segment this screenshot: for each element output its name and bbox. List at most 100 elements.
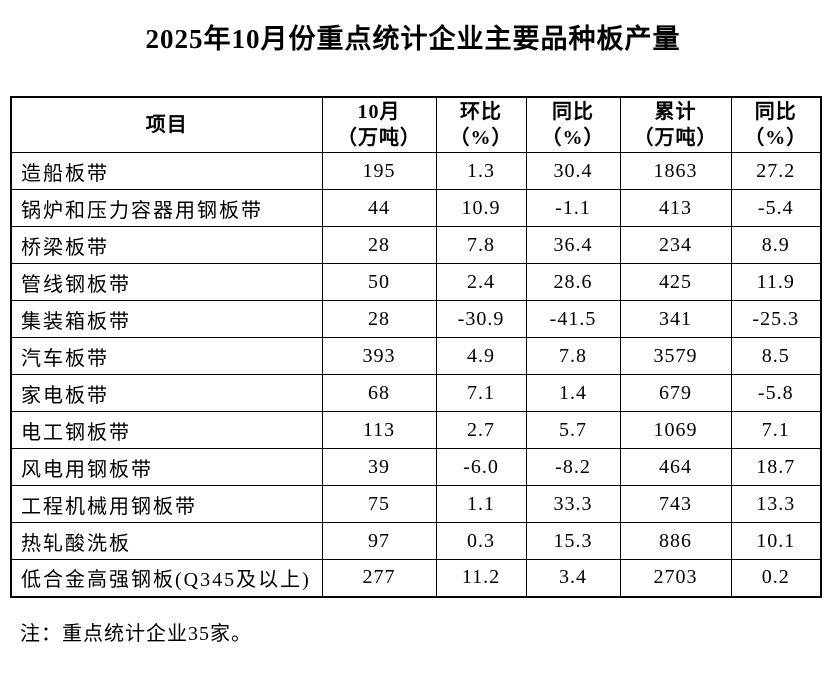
row-value: 7.8 [435,226,527,264]
row-value: 7.8 [525,337,621,375]
column-header-line: （%） [744,127,808,149]
row-value: 0.3 [435,522,527,560]
row-label: 热轧酸洗板 [10,522,323,560]
row-value: 7.1 [730,411,822,449]
row-value: 2703 [619,559,732,597]
row-value: 886 [619,522,732,560]
row-value: 413 [619,189,732,227]
table-row: 低合金高强钢板(Q345及以上) 277 11.2 3.4 2703 0.2 [10,559,822,597]
column-header-cumulative: 累计 （万吨） [619,96,732,153]
row-label: 工程机械用钢板带 [10,485,323,523]
row-value: 8.9 [730,226,822,264]
column-header-october-volume: 10月 （万吨） [321,96,437,153]
row-value: 1.1 [435,485,527,523]
row-label: 管线钢板带 [10,263,323,301]
row-label: 锅炉和压力容器用钢板带 [10,189,323,227]
row-label: 集装箱板带 [10,300,323,338]
column-header-line: 累计 [654,101,697,123]
row-value: 277 [321,559,437,597]
column-header-line: （万吨） [633,127,718,149]
row-value: 234 [619,226,732,264]
row-value: 39 [321,448,437,486]
column-header-line: （万吨） [337,127,421,149]
row-value: -41.5 [525,300,621,338]
row-value: 1069 [619,411,732,449]
row-value: 393 [321,337,437,375]
row-value: 1.4 [525,374,621,412]
row-label: 桥梁板带 [10,226,323,264]
table-row: 桥梁板带 28 7.8 36.4 234 8.9 [10,226,822,264]
production-table: 项目 10月 （万吨） 环比 （%） 同比 （%） 累计 （万吨） 同比 （%） 造船板带 195 1.… [10,96,822,598]
row-label: 汽车板带 [10,337,323,375]
table-row: 汽车板带 393 4.9 7.8 3579 8.5 [10,337,822,375]
table-row: 电工钢板带 113 2.7 5.7 1069 7.1 [10,411,822,449]
row-value: 8.5 [730,337,822,375]
row-value: -5.4 [730,189,822,227]
row-value: 28 [321,226,437,264]
row-value: 3.4 [525,559,621,597]
column-header-yoy-percent: 同比 （%） [525,96,621,153]
table-row: 造船板带 195 1.3 30.4 1863 27.2 [10,152,822,190]
row-value: 341 [619,300,732,338]
column-header-line: 同比 [552,101,594,123]
page-title: 2025年10月份重点统计企业主要品种板产量 [145,24,681,54]
row-value: 3579 [619,337,732,375]
row-value: -5.8 [730,374,822,412]
row-value: 10.1 [730,522,822,560]
column-header-item: 项目 [10,96,323,153]
table-row: 锅炉和压力容器用钢板带 44 10.9 -1.1 413 -5.4 [10,189,822,227]
row-value: 1863 [619,152,732,190]
row-label: 家电板带 [10,374,323,412]
row-value: 27.2 [730,152,822,190]
row-value: 464 [619,448,732,486]
column-header-mom-percent: 环比 （%） [435,96,527,153]
row-value: -30.9 [435,300,527,338]
row-label: 低合金高强钢板(Q345及以上) [10,559,323,597]
row-value: 30.4 [525,152,621,190]
row-value: 2.4 [435,263,527,301]
table-row: 热轧酸洗板 97 0.3 15.3 886 10.1 [10,522,822,560]
row-label: 造船板带 [10,152,323,190]
row-value: -1.1 [525,189,621,227]
column-header-line: 项目 [145,114,188,136]
row-value: 5.7 [525,411,621,449]
footnote: 注：重点统计企业35家。 [20,622,252,645]
row-value: 15.3 [525,522,621,560]
row-label: 电工钢板带 [10,411,323,449]
row-value: 4.9 [435,337,527,375]
table-header: 项目 10月 （万吨） 环比 （%） 同比 （%） 累计 （万吨） 同比 （%） [10,96,822,153]
row-value: 425 [619,263,732,301]
row-value: 44 [321,189,437,227]
column-header-cum-yoy: 同比 （%） [730,96,822,153]
row-value: 68 [321,374,437,412]
table-body: 造船板带 195 1.3 30.4 1863 27.2 锅炉和压力容器用钢板带 44 10.9-… [10,152,822,597]
row-value: 97 [321,522,437,560]
row-value: 28.6 [525,263,621,301]
column-header-line: 同比 [754,101,797,123]
row-value: 11.9 [730,263,822,301]
row-value: 7.1 [435,374,527,412]
row-value: -25.3 [730,300,822,338]
column-header-line: （%） [541,127,605,149]
row-value: 743 [619,485,732,523]
row-value: 13.3 [730,485,822,523]
row-value: 1.3 [435,152,527,190]
column-header-line: 10月 [357,101,401,123]
row-value: -8.2 [525,448,621,486]
column-header-line: 环比 [460,101,502,123]
header-row: 项目 10月 （万吨） 环比 （%） 同比 （%） 累计 （万吨） 同比 （%） [10,96,822,153]
row-value: 36.4 [525,226,621,264]
row-value: 11.2 [435,559,527,597]
column-header-line: （%） [449,127,513,149]
row-value: 195 [321,152,437,190]
table-row: 家电板带 68 7.1 1.4 679 -5.8 [10,374,822,412]
row-value: 33.3 [525,485,621,523]
table-row: 风电用钢板带 39 -6.0 -8.2 464 18.7 [10,448,822,486]
row-value: 679 [619,374,732,412]
row-value: 113 [321,411,437,449]
row-value: 28 [321,300,437,338]
row-value: 50 [321,263,437,301]
row-value: 75 [321,485,437,523]
row-value: 2.7 [435,411,527,449]
row-value: -6.0 [435,448,527,486]
